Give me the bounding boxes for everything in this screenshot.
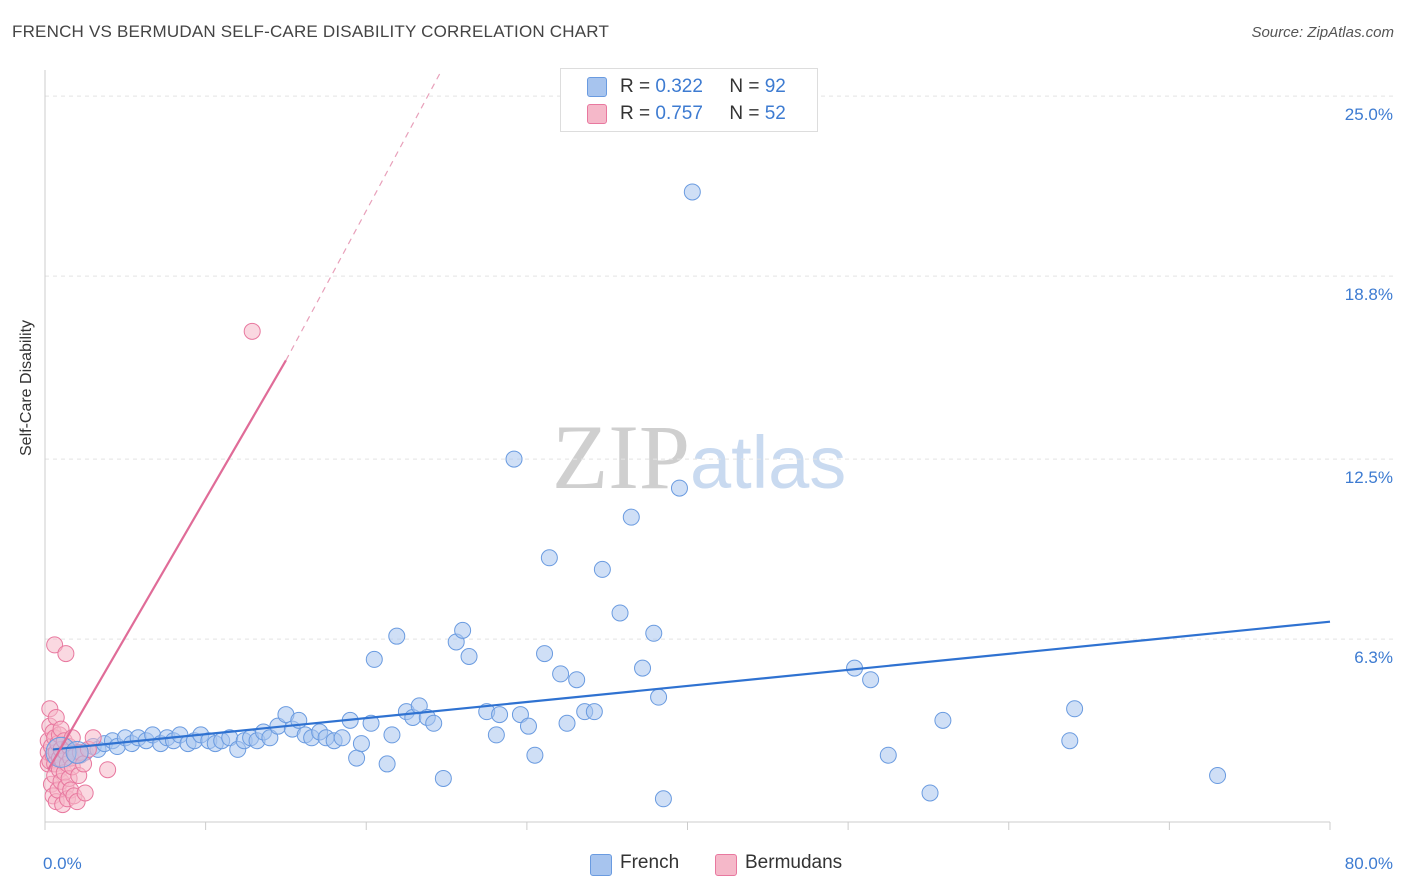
french-point [1061,732,1079,750]
french-point [921,784,939,802]
french-point [611,604,629,622]
french-point [383,726,401,744]
bottom-legend-swatch-bermudans [715,854,737,876]
y-axis-label: Self-Care Disability [18,319,35,456]
bermudan-point [46,636,64,654]
french-point [593,560,611,578]
bottom-legend-label-bermudans: Bermudans [745,852,843,873]
bermudan-point [99,761,117,779]
source-credit: Source: ZipAtlas.com [1251,24,1394,41]
chart-title: FRENCH VS BERMUDAN SELF-CARE DISABILITY … [12,22,610,41]
french-point [362,714,380,732]
french-point [526,746,544,764]
french-point [511,706,529,724]
french-point [645,624,663,642]
legend-swatch-bermudans [587,104,607,124]
french-point [333,729,351,747]
french-point [568,671,586,689]
french-point [670,479,688,497]
legend-swatch-french [587,77,607,97]
watermark-zip: ZIP [552,406,690,508]
x-tick-label: 0.0% [43,854,82,873]
watermark: ZIPatlas [552,404,846,510]
x-tick-label: 80.0% [1345,854,1393,873]
legend-r-value: 0.757 [655,103,703,124]
legend-text-bermudans: R = 0.757 N = 52 [620,103,786,125]
french-point [365,650,383,668]
french-trend-line [52,620,1331,751]
french-point [378,755,396,773]
french-point [519,717,537,735]
french-point [505,450,523,468]
y-tick-label: 6.3% [1354,648,1393,667]
french-point [622,508,640,526]
bermudan-point [243,322,261,340]
french-point [540,549,558,567]
watermark-atlas: atlas [690,421,847,504]
french-point [261,729,279,747]
french-point [536,645,554,663]
french-point [634,659,652,677]
legend-n-value: 52 [764,103,786,124]
french-point [683,183,701,201]
bermudan-point [57,645,75,663]
legend-r-label: R = [620,103,656,124]
french-point [454,621,472,639]
bermudan-trend-extension [285,69,443,361]
french-point [552,665,570,683]
bermudan-trend-line [47,359,287,771]
correlation-legend: R = 0.322 N = 92 R = 0.757 N = 52 [560,68,818,132]
french-point [388,627,406,645]
legend-n-value: 92 [764,76,786,97]
y-tick-label: 12.5% [1345,468,1393,487]
bermudan-point [84,729,102,747]
french-point [585,703,603,721]
french-point [491,706,509,724]
legend-r-value: 0.322 [655,76,703,97]
french-point [934,711,952,729]
french-point [650,688,668,706]
bermudan-point [76,784,94,802]
legend-n-label: N = [729,103,765,124]
y-tick-label: 18.8% [1345,285,1393,304]
bottom-legend-label-french: French [620,852,680,873]
french-point [1209,767,1227,785]
french-point [352,735,370,753]
french-point [1066,700,1084,718]
legend-text-french: R = 0.322 N = 92 [620,76,786,98]
french-point [879,746,897,764]
french-point [434,769,452,787]
french-point [654,790,672,808]
y-tick-label: 25.0% [1345,105,1393,124]
french-point [558,714,576,732]
french-point [460,648,478,666]
french-point [862,671,880,689]
bottom-legend-swatch-french [590,854,612,876]
french-point [348,749,366,767]
french-point [487,726,505,744]
legend-r-label: R = [620,76,656,97]
french-point [65,740,89,764]
legend-n-label: N = [729,76,765,97]
french-point [425,714,443,732]
